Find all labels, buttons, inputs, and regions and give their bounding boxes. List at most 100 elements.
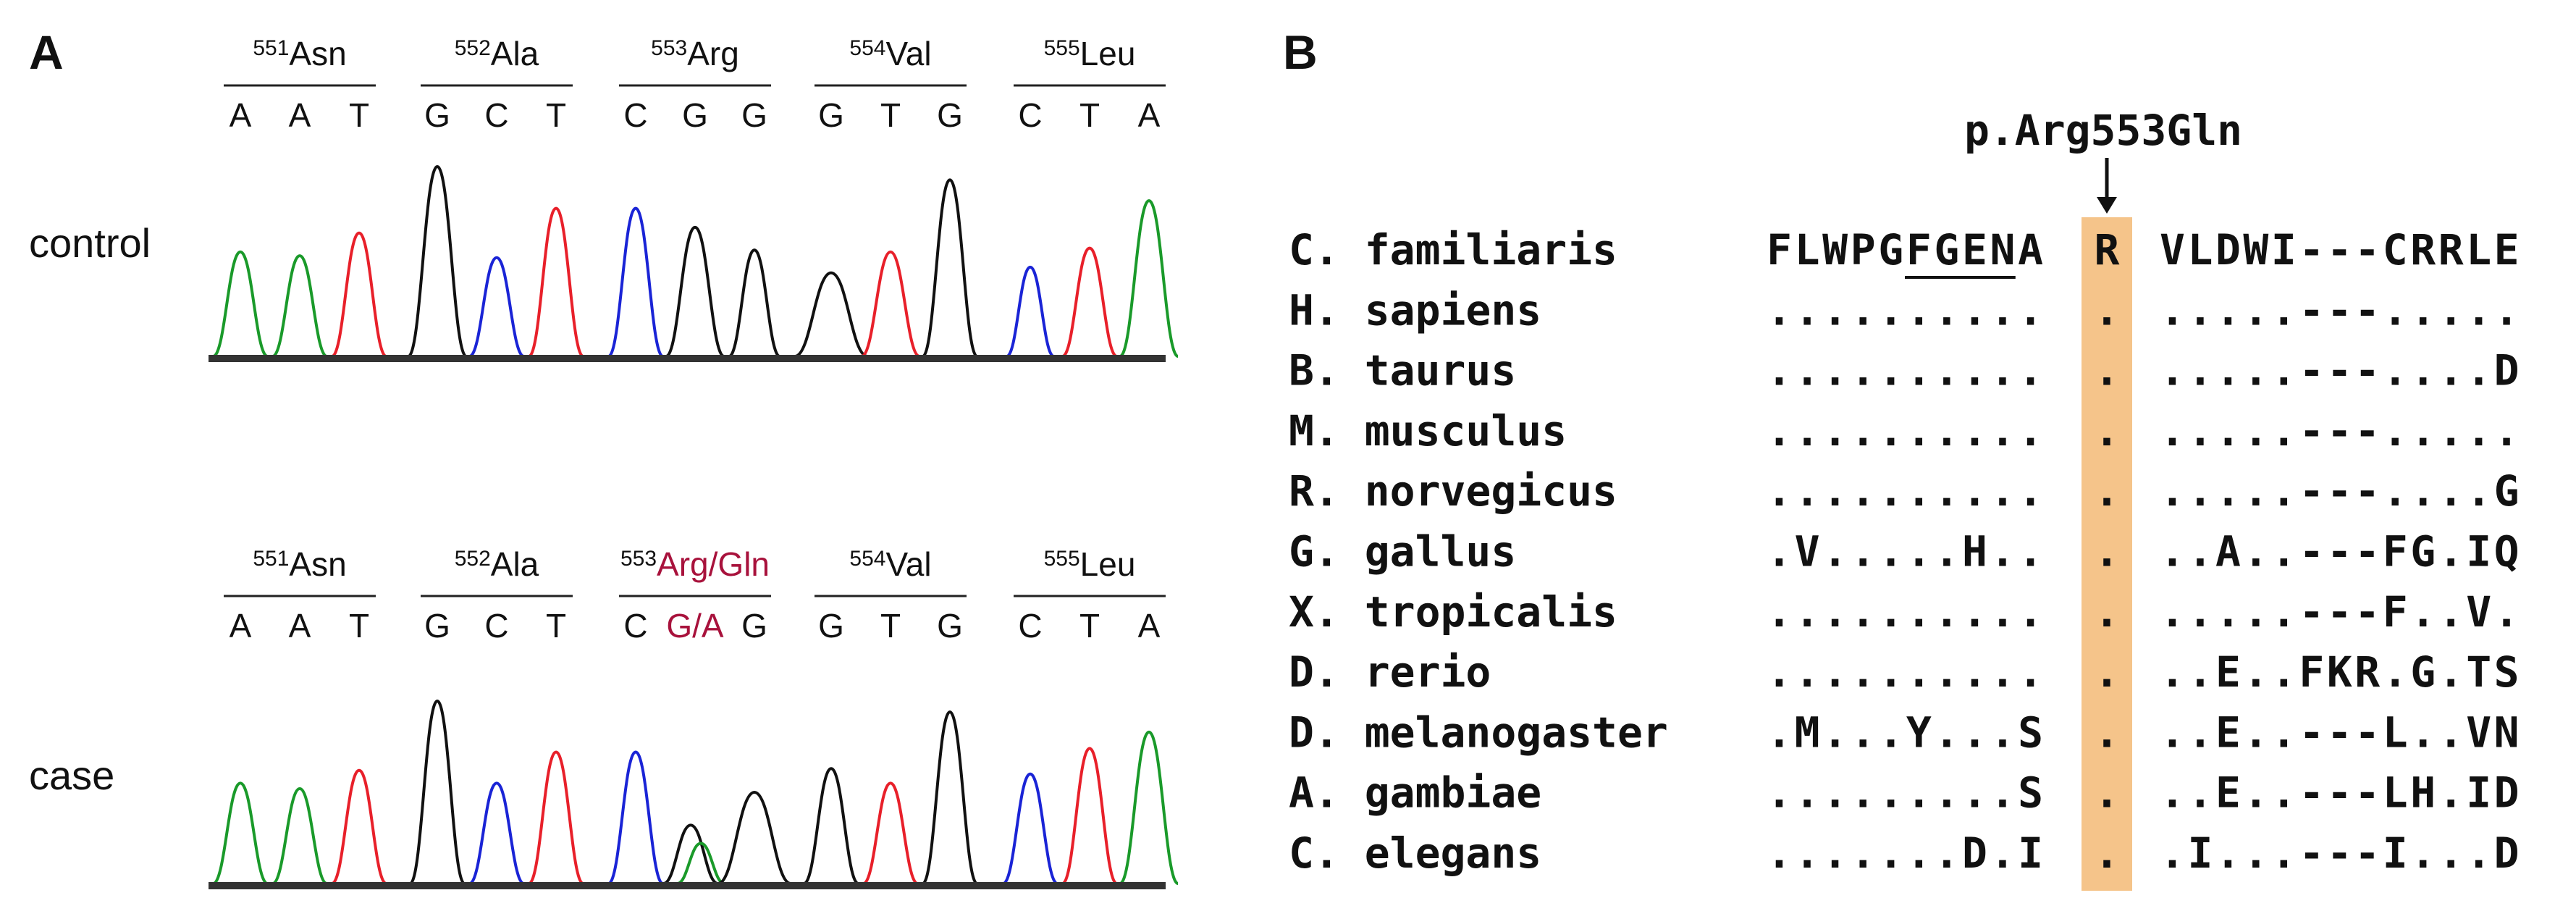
peak-G [728, 248, 781, 358]
sequence-mutation-site: . [2095, 708, 2120, 757]
species-name: H. sapiens [1289, 285, 1541, 335]
sequence-mutation-site: . [2095, 527, 2120, 576]
base-call: A [289, 607, 311, 645]
codon-label: 553Arg [651, 35, 739, 72]
codon-amino-acid: Leu [1080, 35, 1136, 72]
peak-C [468, 256, 525, 358]
sequence-mutation-site: . [2095, 828, 2120, 878]
mutation-label: p.Arg553Gln [1964, 106, 2242, 155]
chromatogram-baseline [209, 882, 1166, 889]
sequence-left: .......D.I [1767, 828, 2043, 878]
sequence-left: .......... [1767, 466, 2043, 516]
base-call: G [937, 96, 963, 134]
codon-label: 554Val [849, 35, 931, 72]
codon-number: 555 [1044, 36, 1080, 60]
peak-G [407, 164, 468, 358]
sequence-left: .........S [1767, 768, 2043, 818]
peak-C [1006, 265, 1055, 358]
codon-label: 555Leu [1044, 35, 1136, 72]
codon-label: 553Arg/Gln [620, 545, 770, 583]
base-call: A [1138, 607, 1161, 645]
codon-amino-acid: Val [885, 545, 931, 583]
sequence-left: .M...Y...S [1767, 708, 2043, 757]
base-call: C [1018, 96, 1042, 134]
base-call: G [682, 96, 708, 134]
base-call: C [484, 96, 508, 134]
sequence-mutation-site: R [2095, 225, 2120, 274]
control-row-label: control [29, 220, 151, 266]
peak-G [408, 699, 466, 885]
peak-T [1061, 246, 1118, 358]
codon-label: 551Asn [253, 35, 346, 72]
codon-number: 552 [455, 547, 491, 571]
peak-G [921, 710, 979, 885]
peak-T [528, 750, 584, 885]
sequence-left: .......... [1767, 587, 2043, 637]
control-chromatogram [209, 164, 1179, 362]
species-name: X. tropicalis [1289, 587, 1617, 637]
sequence-right: .....---....G [2160, 466, 2520, 516]
codon-number: 553 [620, 547, 657, 571]
case-row-label: case [29, 752, 114, 798]
sequence-right: ..E..---L..VN [2160, 708, 2520, 757]
sequence-mutation-site: . [2095, 346, 2120, 395]
peak-G [921, 178, 979, 358]
sequence-mutation-site: . [2095, 647, 2120, 697]
peak-T [527, 206, 585, 358]
base-call: T [880, 607, 901, 645]
panel-b-label: B [1283, 25, 1318, 79]
peak-T [1061, 747, 1118, 885]
sequence-alignment: C. familiaris FLWPGFGENA R VLDWI---CRRLE H. … [1289, 225, 2520, 878]
species-name: G. gallus [1289, 527, 1516, 576]
case-chromatogram [209, 699, 1179, 889]
peak-A [1119, 199, 1179, 358]
sequence-right: .....---F..V. [2160, 587, 2520, 637]
conserved-residue-highlight [2082, 217, 2132, 891]
species-name: C. elegans [1289, 828, 1541, 878]
base-call: T [1079, 607, 1100, 645]
species-name: B. taurus [1289, 346, 1516, 395]
sequence-mutation-site: . [2095, 587, 2120, 637]
peak-T [862, 781, 919, 885]
base-call: A [230, 96, 252, 134]
sequence-mutation-site: . [2095, 768, 2120, 818]
species-name: A. gambiae [1289, 768, 1541, 818]
peak-T [331, 768, 387, 885]
sequence-right: .....---..... [2160, 285, 2520, 335]
base-call: T [1079, 96, 1100, 134]
peak-A [212, 781, 269, 885]
species-name: M. musculus [1289, 406, 1567, 456]
base-call: T [349, 607, 369, 645]
codon-label: 554Val [849, 545, 931, 583]
base-call: T [546, 607, 566, 645]
chromatogram-baseline [209, 355, 1166, 362]
base-call: G/A [666, 607, 724, 645]
sequence-right: ..E..FKR.G.TS [2160, 647, 2520, 697]
peak-G [803, 767, 859, 885]
base-call: A [230, 607, 252, 645]
codon-number: 551 [253, 36, 289, 60]
codon-label: 551Asn [253, 545, 346, 583]
base-call: C [1018, 607, 1042, 645]
codon-number: 554 [849, 36, 885, 60]
panel-a-label: A [29, 25, 64, 79]
codon-number: 552 [455, 36, 491, 60]
codon-amino-acid: Val [885, 35, 931, 72]
base-call: C [623, 607, 647, 645]
sequence-right: ..E..---LH.ID [2160, 768, 2520, 818]
species-name: R. norvegicus [1289, 466, 1617, 516]
peak-G-mixed [662, 823, 719, 885]
peak-T [331, 231, 387, 358]
sequence-right: .....---....D [2160, 346, 2520, 395]
sequence-right: .....---..... [2160, 406, 2520, 456]
base-call: G [818, 607, 844, 645]
sequence-left: .......... [1767, 406, 2043, 456]
base-call: A [289, 96, 311, 134]
codon-amino-acid: Asn [289, 545, 346, 583]
codon-label: 552Ala [455, 545, 539, 583]
species-name: D. rerio [1289, 647, 1491, 697]
codon-amino-acid: Ala [491, 545, 539, 583]
codon-number: 554 [849, 547, 885, 571]
sequence-left: FLWPGFGENA [1767, 225, 2043, 274]
base-call: C [484, 607, 508, 645]
